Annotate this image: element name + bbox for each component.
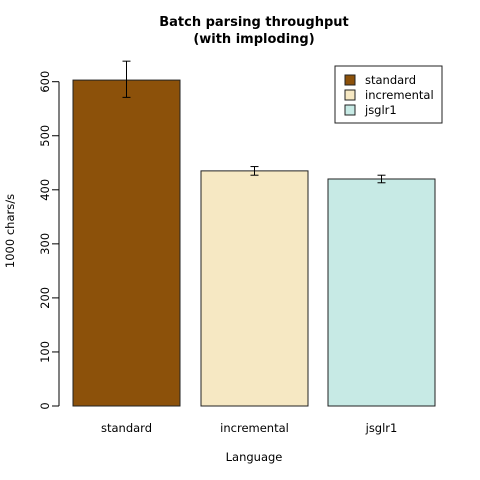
x-tick-label-jsglr1: jsglr1 (365, 421, 398, 435)
chart-title-line-1: Batch parsing throughput (159, 15, 349, 30)
y-tick-label: 300 (38, 233, 52, 255)
x-tick-labels: standard incremental jsglr1 (101, 421, 397, 435)
y-tick-label: 500 (38, 125, 52, 147)
legend-swatch-standard (344, 74, 356, 86)
y-tick-label: 200 (38, 287, 52, 309)
y-tick-label: 400 (38, 179, 52, 201)
bar-jsglr1 (327, 178, 436, 407)
bar-incremental (200, 170, 309, 407)
bars (72, 79, 436, 407)
legend-swatch-jsglr1 (344, 104, 356, 116)
y-tick-label: 0 (38, 402, 52, 409)
x-tick-label-standard: standard (101, 421, 152, 435)
y-tick-label: 100 (38, 341, 52, 363)
legend-label-incremental: incremental (365, 88, 434, 102)
y-axis: 0 100 200 300 400 500 600 (38, 71, 60, 410)
legend-label-standard: standard (365, 73, 416, 87)
error-bar-jsglr1 (377, 174, 386, 184)
x-axis-label: Language (226, 450, 283, 464)
legend-label-jsglr1: jsglr1 (364, 103, 397, 117)
error-bar-incremental (250, 166, 259, 176)
chart-title-line-2: (with imploding) (193, 32, 314, 47)
y-axis-label: 1000 chars/s (3, 194, 17, 268)
error-bar-standard (122, 60, 131, 98)
error-bars (122, 60, 386, 184)
x-tick-label-incremental: incremental (220, 421, 289, 435)
y-tick-label: 600 (38, 71, 52, 93)
legend-swatch-incremental (344, 89, 356, 101)
bar-standard (72, 79, 181, 407)
